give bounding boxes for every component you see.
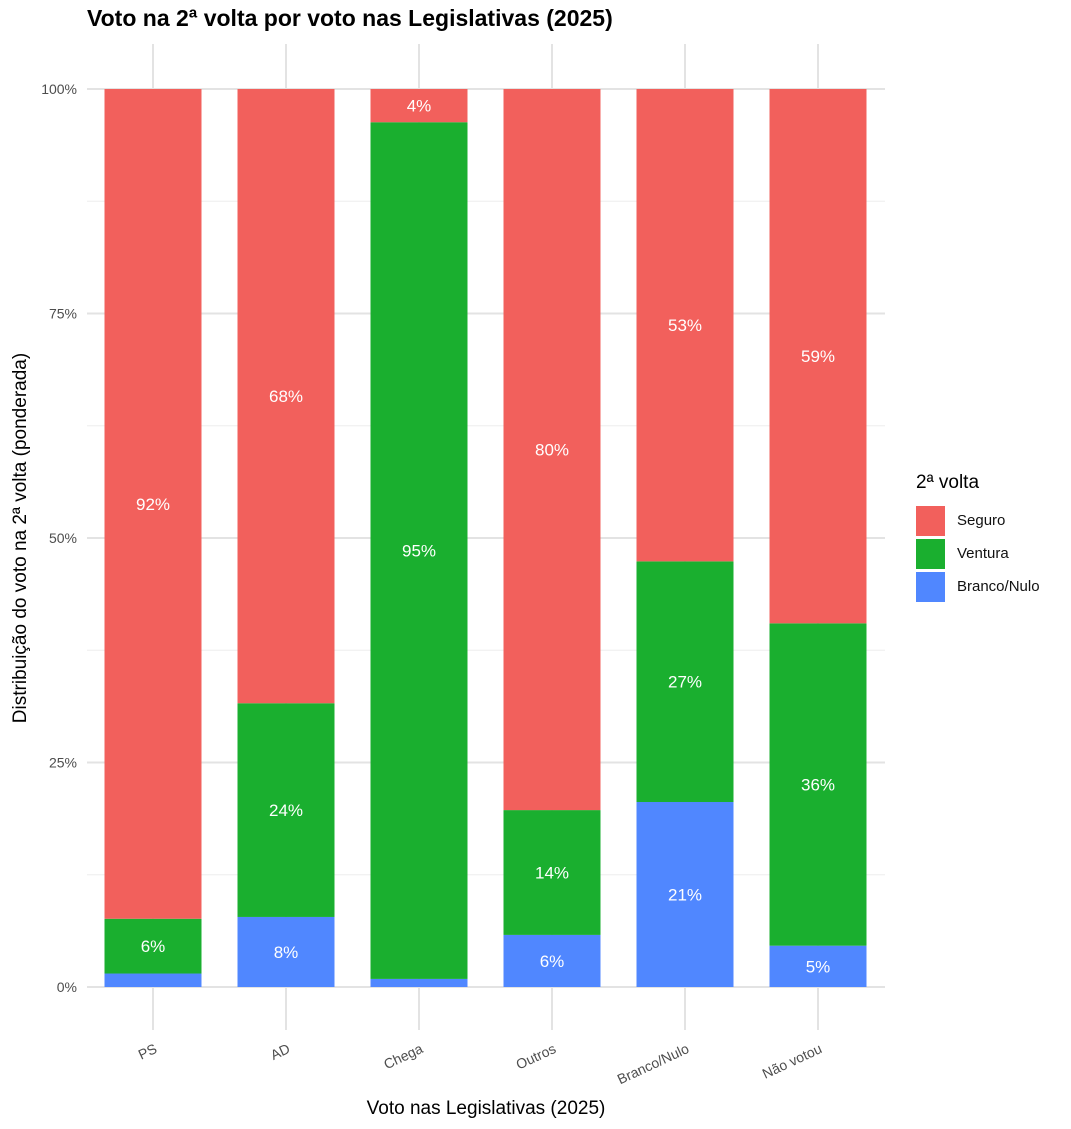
bar-branco-nulo-ps: [104, 973, 202, 987]
data-label: 92%: [136, 495, 170, 514]
data-label: 53%: [668, 316, 702, 335]
data-label: 36%: [801, 776, 835, 795]
legend: 2ª volta Seguro Ventura Branco/Nulo: [916, 472, 1040, 603]
bar-branco-nulo-ad: [237, 916, 335, 987]
bar-seguro-outros: [503, 89, 601, 811]
legend-item-seguro: Seguro: [916, 504, 1040, 537]
data-label: 95%: [402, 542, 436, 561]
bar-seguro-ps: [104, 89, 202, 919]
legend-title: 2ª volta: [916, 472, 980, 493]
bar-ventura-ad: [237, 703, 335, 917]
bar-branco-nulo-n-o-votou: [769, 945, 867, 987]
legend-swatch-branco-nulo: [916, 571, 945, 602]
data-label: 24%: [269, 801, 303, 820]
data-label: 21%: [668, 886, 702, 905]
legend-label-seguro: Seguro: [957, 512, 1006, 529]
data-label: 5%: [806, 957, 831, 976]
bar-ventura-chega: [370, 122, 468, 979]
data-label: 59%: [801, 347, 835, 366]
bar-branco-nulo-chega: [370, 978, 468, 987]
legend-item-branco-nulo: Branco/Nulo: [916, 570, 1040, 603]
data-label: 68%: [269, 387, 303, 406]
legend-item-ventura: Ventura: [916, 537, 1040, 570]
bar-seguro-chega: [370, 89, 468, 123]
bar-seguro-ad: [237, 89, 335, 704]
x-tick-label: AD: [268, 1040, 292, 1063]
x-tick-label: Branco/Nulo: [615, 1040, 692, 1087]
bar-branco-nulo-outros: [503, 934, 601, 987]
x-tick-label: PS: [136, 1040, 160, 1062]
data-label: 80%: [535, 441, 569, 460]
y-tick-label: 0%: [57, 979, 77, 995]
bar-ventura-outros: [503, 810, 601, 935]
data-label: 6%: [540, 952, 565, 971]
x-tick-label: Chega: [381, 1040, 425, 1072]
y-tick-label: 100%: [41, 81, 77, 97]
x-tick-label: Não votou: [760, 1040, 825, 1081]
x-tick-label: Outros: [513, 1040, 558, 1072]
chart-title: Voto na 2ª volta por voto nas Legislativ…: [87, 5, 613, 31]
legend-label-ventura: Ventura: [957, 545, 1009, 562]
bar-seguro-branco-nulo: [636, 89, 734, 562]
bar-ventura-n-o-votou: [769, 623, 867, 946]
x-axis-title: Voto nas Legislativas (2025): [367, 1098, 606, 1119]
bar-branco-nulo-branco-nulo: [636, 802, 734, 987]
y-axis-title: Distribuição do voto na 2ª volta (ponder…: [10, 353, 31, 723]
legend-label-branco-nulo: Branco/Nulo: [957, 578, 1040, 595]
data-label: 4%: [407, 97, 432, 116]
y-tick-label: 25%: [49, 755, 77, 771]
y-tick-label: 75%: [49, 306, 77, 322]
data-label: 27%: [668, 673, 702, 692]
data-label: 14%: [535, 864, 569, 883]
bar-ventura-ps: [104, 918, 202, 974]
legend-swatch-ventura: [916, 538, 945, 569]
data-label: 6%: [141, 937, 166, 956]
y-tick-label: 50%: [49, 530, 77, 546]
bar-ventura-branco-nulo: [636, 561, 734, 803]
data-label: 8%: [274, 943, 299, 962]
legend-swatch-seguro: [916, 505, 945, 536]
bar-seguro-n-o-votou: [769, 89, 867, 624]
